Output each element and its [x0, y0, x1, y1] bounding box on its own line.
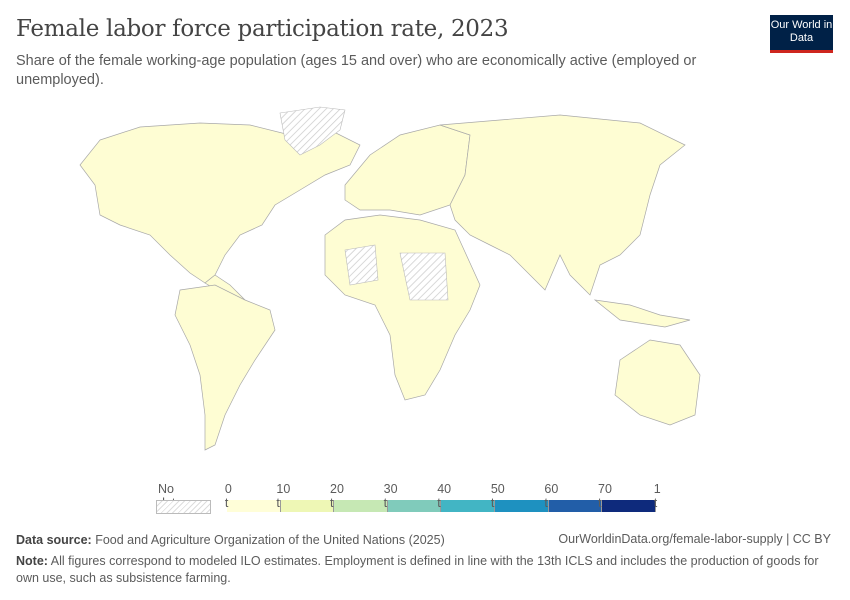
legend-tick: 30 t — [383, 482, 398, 510]
greenland-no-data[interactable] — [279, 106, 346, 156]
no-data-swatch — [156, 500, 211, 514]
legend-bin[interactable] — [387, 500, 442, 512]
chart-subtitle: Share of the female working-age populati… — [16, 53, 697, 88]
south-america[interactable] — [174, 284, 276, 451]
note-text: All figures correspond to modeled ILO es… — [16, 554, 819, 585]
north-america[interactable] — [79, 122, 361, 284]
legend-tick: 10 t — [276, 482, 291, 510]
asia[interactable] — [439, 114, 686, 296]
logo-text: Our World in Data — [770, 19, 833, 44]
legend-tick: 1 t — [653, 482, 661, 510]
legend-tick: 40 t — [437, 482, 452, 510]
note: Note: All figures correspond to modeled … — [16, 553, 831, 587]
legend-bin[interactable] — [602, 500, 656, 512]
legend-bin[interactable] — [494, 500, 549, 512]
world-map[interactable] — [0, 95, 850, 475]
indonesia[interactable] — [593, 299, 691, 328]
color-scale — [227, 500, 656, 512]
legend-bin[interactable] — [227, 500, 281, 512]
africa[interactable] — [324, 214, 481, 401]
legend-bin[interactable] — [280, 500, 335, 512]
australia[interactable] — [614, 339, 701, 426]
europe[interactable] — [344, 124, 471, 216]
source-text[interactable]: Food and Agriculture Organization of the… — [95, 533, 445, 547]
legend-tick: 0 t — [224, 482, 232, 510]
legend-bin[interactable] — [334, 500, 388, 512]
sahara-no-data[interactable] — [344, 244, 379, 286]
owid-logo[interactable]: Our World in Data — [770, 15, 833, 53]
legend-tick: 20 t — [330, 482, 344, 510]
url-license[interactable]: OurWorldinData.org/female-labor-supply |… — [558, 532, 831, 546]
legend-tick: 60 t — [544, 482, 559, 510]
legend-tick: 50 t — [490, 482, 505, 510]
data-source: Data source: Food and Agriculture Organi… — [16, 532, 445, 549]
legend-tick: 70 t — [598, 482, 612, 510]
legend-bin[interactable] — [548, 500, 603, 512]
sudan-no-data[interactable] — [399, 252, 449, 301]
source-label: Data source: — [16, 533, 92, 547]
legend-bin[interactable] — [441, 500, 495, 512]
chart-title: Female labor force participation rate, 2… — [16, 16, 509, 42]
note-label: Note: — [16, 554, 48, 568]
